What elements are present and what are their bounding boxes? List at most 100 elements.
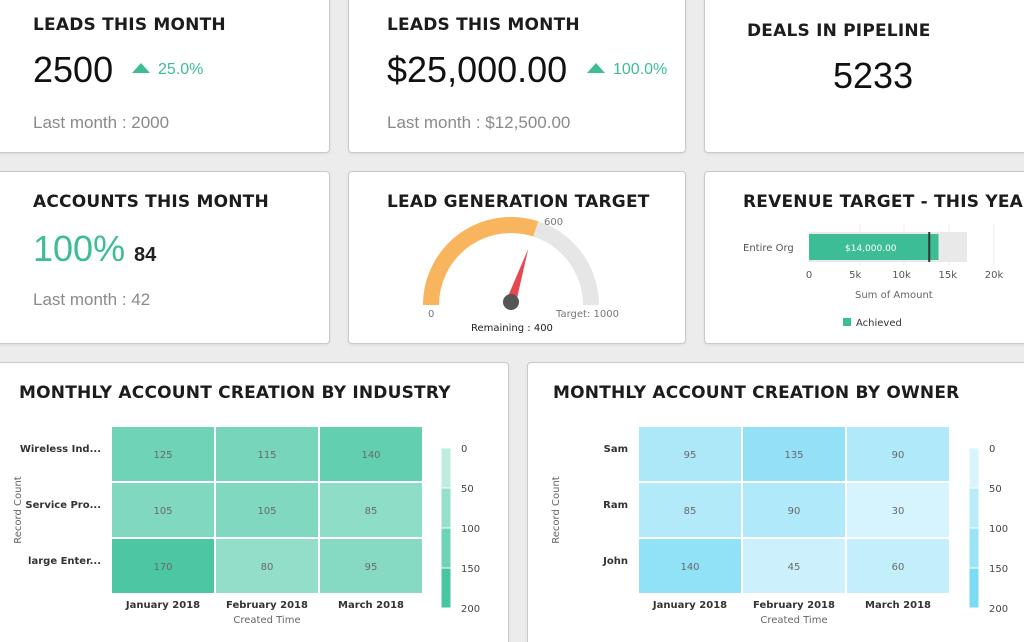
- heatmap-col-label: March 2018: [865, 600, 931, 611]
- leads-amount-card[interactable]: LEADS THIS MONTH $25,000.00 100.0% Last …: [348, 0, 686, 153]
- heatmap-yaxis-label: Record Count: [13, 476, 24, 544]
- owner-heatmap: 95 135 90 85 90 30 140 45 60 Sam Ram John January 20…: [551, 425, 1008, 626]
- heatmap-cell[interactable]: [637, 425, 743, 483]
- revenue-category-label: Entire Org: [743, 243, 794, 254]
- legend-swatch: [440, 527, 452, 569]
- lead-gauge: 0 600 Target: 1000 Remaining : 400: [423, 217, 619, 334]
- heatmap-col-label: February 2018: [753, 600, 835, 611]
- heatmap-cell-label: 85: [365, 506, 378, 517]
- revenue-tick-label: 0: [806, 270, 812, 281]
- kpi-percent: 100%: [33, 228, 126, 269]
- delta-indicator: 100.0%: [587, 61, 667, 79]
- legend-label: Achieved: [856, 318, 902, 329]
- heatmap-cell[interactable]: [741, 481, 847, 539]
- accounts-card[interactable]: ACCOUNTS THIS MONTH 100% 84 Last month :…: [0, 171, 330, 344]
- legend-tick-label: 50: [461, 484, 474, 495]
- heatmap-cell[interactable]: [637, 481, 743, 539]
- up-arrow-icon: [587, 63, 605, 73]
- heatmap-cell[interactable]: [845, 425, 951, 483]
- heatmap-row-label: Service Pro...: [25, 500, 101, 511]
- industry-heatmap: 125 115 140 105 105 85 170 80 95 Wireless Ind... S…: [13, 425, 480, 626]
- card-title: LEAD GENERATION TARGET: [387, 192, 650, 212]
- last-month-text: Last month : 42: [33, 290, 151, 309]
- legend-swatch: [968, 487, 980, 529]
- revenue-bar-chart: Entire Org $14,000.00 0 5k 10k 15k 20k Sum o…: [743, 224, 1003, 329]
- card-title: LEADS THIS MONTH: [33, 15, 226, 35]
- heatmap-cell[interactable]: [741, 537, 847, 595]
- heatmap-cell-label: 105: [153, 506, 172, 517]
- heatmap-cell[interactable]: [637, 537, 743, 595]
- heatmap-col-label: February 2018: [226, 600, 308, 611]
- owner-heatmap-card[interactable]: MONTHLY ACCOUNT CREATION BY OWNER 95 135 9…: [527, 362, 1024, 642]
- gauge-hub: [503, 294, 519, 310]
- heatmap-cell-label: 140: [361, 450, 380, 461]
- heatmap-cell[interactable]: [741, 425, 847, 483]
- heatmap-row-label: Wireless Ind...: [20, 444, 101, 455]
- gauge-min-label: 0: [428, 309, 434, 320]
- heatmap-cell[interactable]: [318, 481, 424, 539]
- heatmap-cell[interactable]: [318, 425, 424, 483]
- card-title: MONTHLY ACCOUNT CREATION BY OWNER: [553, 383, 960, 403]
- last-month-text: Last month : 2000: [33, 113, 170, 132]
- heatmap-cell[interactable]: [845, 481, 951, 539]
- heatmap-cell-label: 170: [153, 562, 172, 573]
- kpi-value: $25,000.00: [387, 49, 568, 90]
- up-arrow-icon: [132, 63, 150, 73]
- legend-swatch: [968, 447, 980, 489]
- lead-target-card[interactable]: LEAD GENERATION TARGET 0 600 Target: 100…: [348, 171, 686, 344]
- gauge-fill: [423, 217, 539, 306]
- legend-tick-label: 200: [989, 604, 1008, 615]
- heatmap-cell[interactable]: [214, 537, 320, 595]
- gauge-target-label: Target: 1000: [555, 309, 619, 320]
- revenue-bar-label: $14,000.00: [845, 244, 897, 254]
- card-title: DEALS IN PIPELINE: [747, 21, 931, 41]
- heatmap-cell-label: 125: [153, 450, 172, 461]
- last-month-text: Last month : $12,500.00: [387, 113, 571, 132]
- legend-tick-label: 0: [989, 444, 995, 455]
- legend-tick-label: 150: [989, 564, 1008, 575]
- heatmap-xaxis-label: Created Time: [760, 615, 827, 626]
- gauge-remaining-label: Remaining : 400: [471, 323, 553, 334]
- revenue-target-card[interactable]: REVENUE TARGET - THIS YEAR Entire Org $1…: [704, 171, 1024, 344]
- revenue-tick-label: 5k: [849, 270, 861, 281]
- legend-tick-label: 0: [461, 444, 467, 455]
- deals-card[interactable]: DEALS IN PIPELINE 5233: [704, 0, 1024, 153]
- heatmap-row-label: Sam: [604, 444, 628, 455]
- leads-count-card[interactable]: LEADS THIS MONTH 2500 25.0% Last month :…: [0, 0, 330, 153]
- kpi-value: 2500: [33, 49, 114, 90]
- legend-tick-label: 50: [989, 484, 1002, 495]
- revenue-tick-label: 15k: [938, 270, 957, 281]
- heatmap-cell-label: 90: [892, 450, 905, 461]
- legend-swatch: [440, 567, 452, 609]
- heatmap-cell-label: 115: [257, 450, 276, 461]
- heatmap-cell-label: 95: [365, 562, 378, 573]
- heatmap-cell-label: 80: [261, 562, 274, 573]
- heatmap-col-label: January 2018: [652, 600, 727, 611]
- heatmap-cell-label: 135: [784, 450, 803, 461]
- industry-heatmap-card[interactable]: MONTHLY ACCOUNT CREATION BY INDUSTRY 125…: [0, 362, 509, 642]
- gauge-max-label: 600: [544, 217, 563, 228]
- heatmap-cell[interactable]: [318, 537, 424, 595]
- legend-tick-label: 100: [989, 524, 1008, 535]
- legend-swatch: [440, 487, 452, 529]
- heatmap-row-label: John: [602, 556, 628, 567]
- delta-value: 25.0%: [158, 61, 204, 78]
- legend-swatch: [843, 318, 851, 326]
- heatmap-cell[interactable]: [110, 481, 216, 539]
- gauge-needle: [506, 248, 529, 304]
- heatmap-xaxis-label: Created Time: [233, 615, 300, 626]
- heatmap-cell[interactable]: [845, 537, 951, 595]
- delta-indicator: 25.0%: [132, 61, 203, 79]
- heatmap-col-label: January 2018: [125, 600, 200, 611]
- heatmap-row-label: large Enter...: [28, 556, 101, 567]
- revenue-achieved-bar: [809, 234, 939, 260]
- delta-value: 100.0%: [613, 61, 668, 78]
- revenue-tick-label: 10k: [892, 270, 911, 281]
- legend-tick-label: 100: [461, 524, 480, 535]
- card-title: LEADS THIS MONTH: [387, 15, 580, 35]
- heatmap-cell-label: 45: [788, 562, 801, 573]
- heatmap-row-label: Ram: [603, 500, 628, 511]
- heatmap-cell[interactable]: [214, 425, 320, 483]
- card-title: REVENUE TARGET - THIS YEAR: [743, 192, 1024, 212]
- heatmap-yaxis-label: Record Count: [551, 476, 562, 544]
